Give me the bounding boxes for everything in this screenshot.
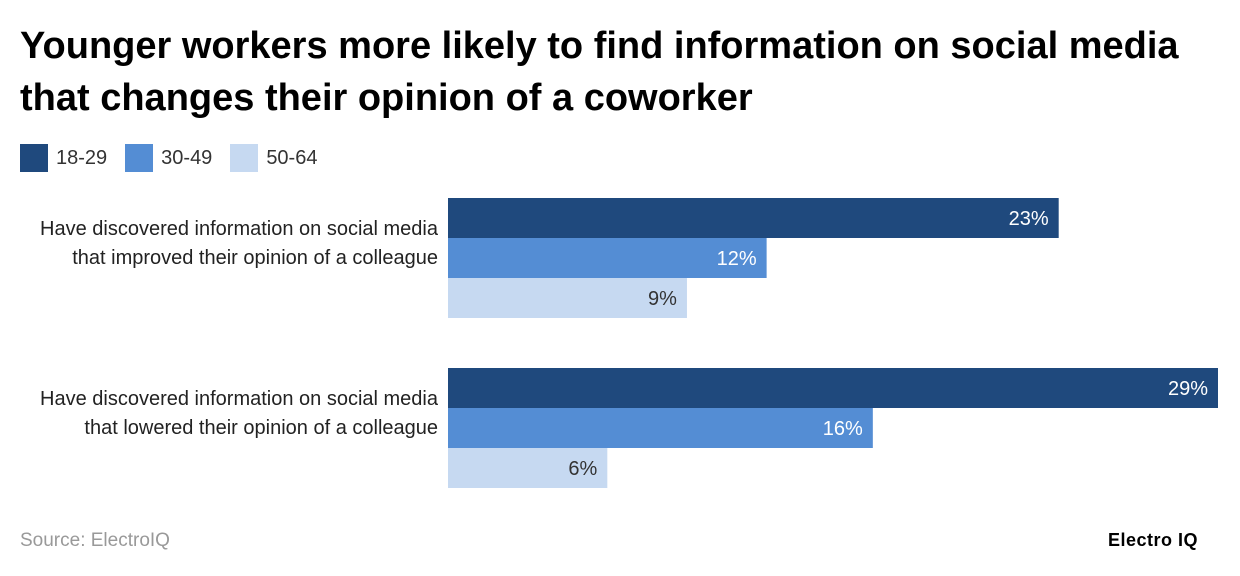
bar-18-29: [448, 368, 1218, 408]
legend-swatch: [20, 144, 48, 172]
legend: 18-29 30-49 50-64: [20, 144, 317, 172]
legend-label: 50-64: [266, 146, 318, 169]
bar-18-29: [448, 198, 1059, 238]
data-label: 9%: [648, 288, 677, 310]
data-label: 16%: [823, 418, 863, 440]
bar-30-49: [448, 238, 767, 278]
electro-iq-logo: Electro IQ: [1108, 530, 1199, 550]
data-label: 29%: [1168, 378, 1208, 400]
data-label: 23%: [1009, 208, 1049, 230]
legend-label: 30-49: [161, 146, 213, 169]
data-label: 12%: [717, 248, 757, 270]
chart-title: Younger workers more likely to find info…: [20, 25, 1179, 119]
source-text: Source: ElectroIQ: [20, 530, 170, 551]
legend-item: 30-49: [125, 144, 212, 172]
legend-swatch: [230, 144, 259, 172]
data-label: 6%: [568, 458, 597, 480]
legend-item: 50-64: [230, 144, 317, 172]
category-label: Have discovered information on social me…: [40, 218, 438, 269]
bar-50-64: [448, 278, 687, 318]
legend-swatch: [125, 144, 154, 172]
legend-item: 18-29: [20, 144, 107, 172]
bar-50-64: [448, 448, 608, 488]
category-label: Have discovered information on social me…: [40, 388, 438, 439]
bar-30-49: [448, 408, 873, 448]
legend-label: 18-29: [56, 146, 108, 169]
